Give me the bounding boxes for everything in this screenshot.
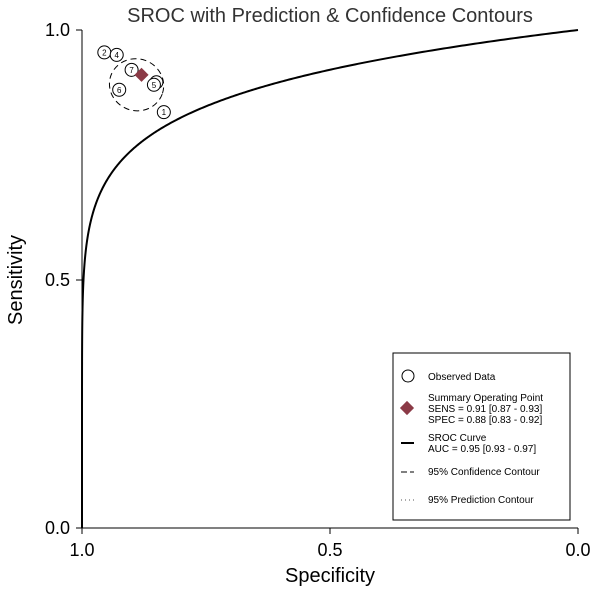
legend: Observed Data Summary Operating Point SE…: [392, 352, 571, 521]
x-axis-title: Specificity: [285, 565, 375, 587]
legend-summary-title: Summary Operating Point: [428, 393, 543, 404]
observed-point-label: 7: [129, 66, 134, 75]
observed-point: 1: [156, 105, 171, 120]
legend-auc: AUC = 0.95 [0.93 - 0.97]: [428, 444, 536, 455]
observed-point-label: 2: [102, 48, 107, 57]
legend-observed-marker: [401, 369, 415, 383]
observed-point: 4: [109, 47, 124, 62]
observed-point-label: 6: [117, 86, 122, 95]
x-tick-label: 1.0: [69, 540, 94, 560]
legend-confidence-label: 95% Confidence Contour: [428, 467, 540, 478]
x-tick-label: 0.5: [317, 540, 342, 560]
confidence-contour: [108, 58, 165, 112]
observed-point: 7: [124, 62, 139, 77]
legend-sens: SENS = 0.91 [0.87 - 0.93]: [428, 404, 542, 415]
legend-sroc-title: SROC Curve: [428, 433, 487, 444]
y-tick-label: 1.0: [45, 20, 70, 40]
chart-title: SROC with Prediction & Confidence Contou…: [127, 5, 533, 27]
legend-observed-label: Observed Data: [428, 372, 496, 383]
legend-box: [392, 352, 571, 521]
observed-point-marker: [156, 105, 171, 120]
observed-point-marker: [112, 82, 127, 97]
y-tick-label: 0.0: [45, 518, 70, 538]
x-tick-label: 0.0: [565, 540, 590, 560]
observed-point-marker: [124, 62, 139, 77]
observed-point-label: 1: [162, 108, 167, 117]
observed-point-marker: [109, 47, 124, 62]
legend-prediction-label: 95% Prediction Contour: [428, 495, 534, 506]
legend-spec: SPEC = 0.88 [0.83 - 0.92]: [428, 415, 542, 426]
y-tick-label: 0.5: [45, 270, 70, 290]
observed-point-label: 4: [114, 51, 119, 60]
observed-point-marker: [146, 77, 161, 92]
y-axis-ticks: 0.0 0.5 1.0: [45, 20, 82, 538]
y-axis-title: Sensitivity: [5, 235, 27, 325]
observed-point-label: 5: [152, 81, 157, 90]
observed-point: 2: [97, 45, 112, 60]
observed-point: 6: [112, 82, 127, 97]
x-axis-ticks: 1.0 0.5 0.0: [69, 528, 591, 560]
legend-summary-marker: [399, 400, 415, 416]
observed-point: 5: [146, 77, 161, 92]
sroc-curve: [81, 29, 579, 528]
